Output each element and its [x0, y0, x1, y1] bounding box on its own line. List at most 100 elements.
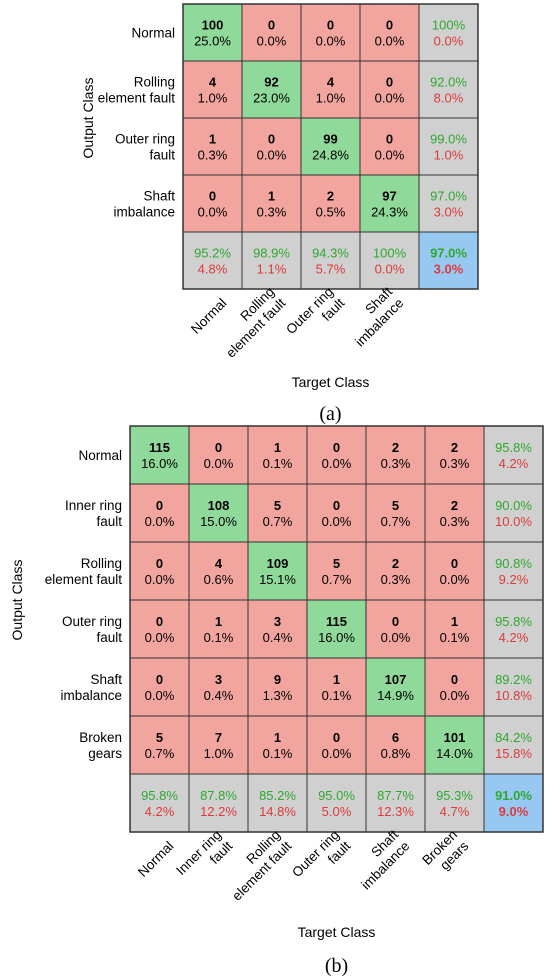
matrix-cell: 100%0.0%	[359, 231, 420, 290]
cell-percent: 0.0%	[440, 688, 470, 703]
cell-error: 15.8%	[495, 746, 532, 761]
cell-count: 5	[392, 498, 399, 513]
cell-error: 14.8%	[259, 804, 296, 819]
cell-background	[300, 117, 361, 176]
cell-accuracy: 95.2%	[194, 246, 231, 261]
cell-percent: 1.0%	[316, 91, 346, 106]
cell-background	[188, 483, 249, 543]
cell-percent: 0.7%	[145, 746, 175, 761]
cell-background	[306, 483, 367, 543]
cell-count: 0	[156, 498, 163, 513]
matrix-cell: 95.8%4.2%	[483, 425, 544, 485]
matrix-cell: 00.0%	[306, 483, 367, 543]
subfigure-caption: (a)	[319, 403, 341, 425]
cell-accuracy: 92.0%	[430, 75, 467, 90]
cell-count: 0	[268, 132, 275, 147]
cell-background	[241, 231, 302, 290]
cell-background	[365, 773, 426, 833]
cell-percent: 0.0%	[440, 572, 470, 587]
cell-background	[306, 773, 367, 833]
cell-error: 0.0%	[434, 34, 464, 49]
matrix-cell: 95.0%5.0%	[306, 773, 367, 833]
cell-count: 0	[333, 440, 340, 455]
cell-count: 0	[215, 440, 222, 455]
cell-background	[306, 657, 367, 717]
cell-percent: 0.7%	[263, 514, 293, 529]
y-axis-title: Output Class	[80, 78, 96, 159]
matrix-cell: 87.8%12.2%	[188, 773, 249, 833]
cell-count: 3	[274, 614, 281, 629]
cell-background	[129, 483, 190, 543]
cell-count: 5	[156, 730, 163, 745]
matrix-cell: 90.0%10.0%	[483, 483, 544, 543]
cell-accuracy: 84.2%	[495, 730, 532, 745]
cell-background	[359, 117, 420, 176]
cell-background	[247, 541, 308, 601]
cell-background	[306, 715, 367, 775]
matrix-cell: 30.4%	[247, 599, 308, 659]
matrix-cell: 30.4%	[188, 657, 249, 717]
matrix-cell: 100%0.0%	[418, 3, 479, 62]
matrix-cell: 41.0%	[182, 60, 243, 119]
cell-count: 1	[215, 614, 222, 629]
cell-percent: 0.0%	[145, 514, 175, 529]
cell-count: 0	[386, 75, 393, 90]
matrix-cell: 50.7%	[247, 483, 308, 543]
matrix-cell: 98.9%1.1%	[241, 231, 302, 290]
matrix-cell: 84.2%15.8%	[483, 715, 544, 775]
matrix-cell: 00.0%	[129, 541, 190, 601]
column-label: Shaftimbalance	[347, 827, 413, 893]
matrix-cell: 00.0%	[306, 425, 367, 485]
cell-percent: 0.3%	[381, 456, 411, 471]
cell-error: 1.1%	[257, 262, 287, 277]
column-label: Inner ringfault	[173, 827, 235, 889]
row-label: Rolling element fault	[45, 556, 123, 587]
cell-count: 5	[333, 556, 340, 571]
cell-error: 4.7%	[440, 804, 470, 819]
cell-background	[359, 60, 420, 119]
cell-background	[129, 425, 190, 485]
matrix-cell: 00.0%	[424, 657, 485, 717]
cell-accuracy: 98.9%	[253, 246, 290, 261]
cell-error: 9.2%	[499, 572, 529, 587]
matrix-cell: 41.0%	[300, 60, 361, 119]
cell-background	[182, 231, 243, 290]
cell-percent: 14.0%	[436, 746, 473, 761]
matrix-cell: 40.6%	[188, 541, 249, 601]
matrix-cell: 91.0%9.0%	[483, 773, 544, 833]
cell-count: 1	[274, 440, 281, 455]
cell-percent: 0.3%	[257, 205, 287, 220]
matrix-border	[129, 425, 544, 833]
column-label: Rollingelement fault	[212, 284, 289, 361]
matrix-cell: 95.8%4.2%	[483, 599, 544, 659]
cell-background	[483, 541, 544, 601]
matrix-cell: 00.0%	[359, 117, 420, 176]
cell-background	[182, 117, 243, 176]
x-axis-title: Target Class	[292, 374, 370, 390]
column-label: Normal	[188, 295, 229, 336]
cell-count: 1	[451, 614, 458, 629]
cell-error: 1.0%	[434, 148, 464, 163]
cell-percent: 23.0%	[253, 91, 290, 106]
matrix-cell: 00.0%	[129, 657, 190, 717]
cell-percent: 0.3%	[381, 572, 411, 587]
cell-accuracy: 87.8%	[200, 788, 237, 803]
cell-percent: 0.0%	[322, 746, 352, 761]
cell-percent: 0.0%	[322, 456, 352, 471]
matrix-cell: 92.0%8.0%	[418, 60, 479, 119]
cell-background	[129, 541, 190, 601]
cell-background	[247, 657, 308, 717]
cell-count: 0	[209, 189, 216, 204]
row-label: Rolling element fault	[98, 75, 176, 106]
cell-count: 0	[333, 730, 340, 745]
cell-background	[188, 425, 249, 485]
matrix-cell: 00.0%	[424, 541, 485, 601]
matrix-cell: 10.1%	[247, 425, 308, 485]
cell-accuracy: 95.8%	[495, 614, 532, 629]
cell-count: 99	[323, 132, 337, 147]
cell-background	[483, 483, 544, 543]
matrix-cell: 89.2%10.8%	[483, 657, 544, 717]
matrix-cell: 97.0%3.0%	[418, 231, 479, 290]
cell-background	[188, 599, 249, 659]
